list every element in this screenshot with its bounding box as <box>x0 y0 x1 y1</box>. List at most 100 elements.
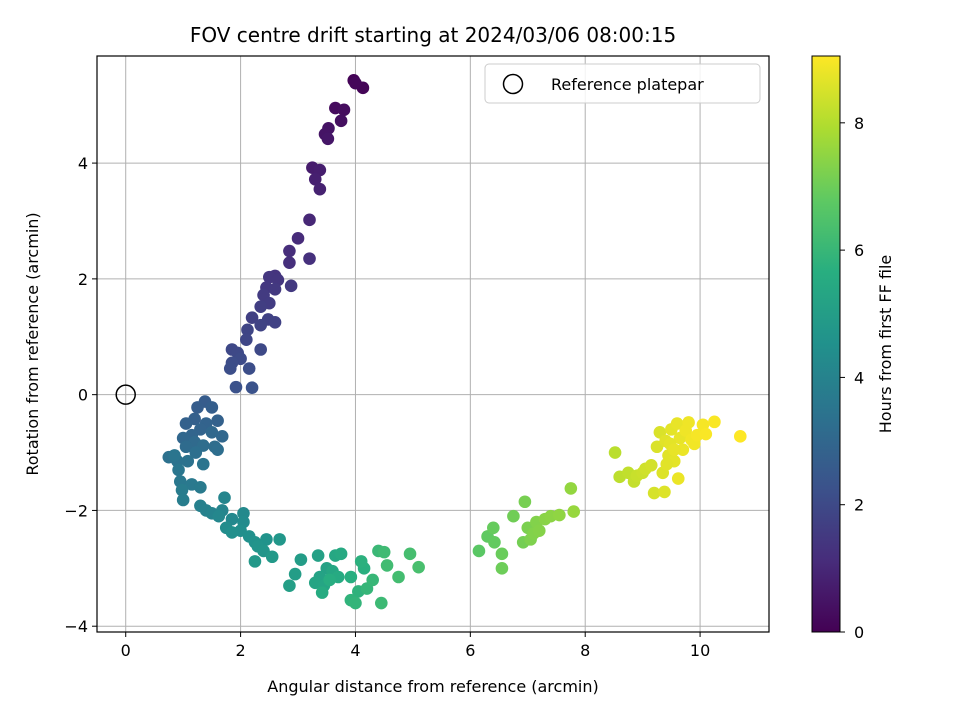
data-point <box>660 457 674 471</box>
data-point <box>294 553 308 566</box>
data-point <box>733 430 747 443</box>
data-point <box>682 416 695 429</box>
data-point <box>349 76 362 90</box>
data-point <box>354 555 368 568</box>
y-tick-label: 2 <box>78 270 88 289</box>
data-point <box>211 414 224 428</box>
data-point <box>215 430 229 443</box>
data-point <box>670 417 684 430</box>
data-point <box>181 454 195 468</box>
colorbar-tick-label: 6 <box>854 241 864 260</box>
data-point <box>240 333 253 346</box>
data-point <box>392 570 405 584</box>
colorbar-ticks: 0 2 4 6 8 <box>840 114 864 642</box>
data-point <box>265 550 279 564</box>
data-point <box>699 427 713 441</box>
data-point <box>658 485 671 499</box>
x-tick-label: 2 <box>235 641 245 660</box>
data-point <box>377 545 391 559</box>
data-point <box>671 472 685 485</box>
chart-title: FOV centre drift starting at 2024/03/06 … <box>190 23 676 47</box>
data-point <box>237 507 250 520</box>
data-point <box>175 483 189 497</box>
colorbar-tick-label: 8 <box>854 114 864 133</box>
data-point <box>254 300 267 313</box>
data-point <box>315 586 329 599</box>
colorbar-tick-label: 0 <box>854 623 864 642</box>
data-point <box>218 491 231 504</box>
data-point <box>242 362 256 375</box>
data-point <box>567 505 581 518</box>
x-tick-label: 0 <box>121 641 131 660</box>
data-point <box>205 425 219 439</box>
x-axis-ticks: 0 2 4 6 8 10 <box>121 632 710 660</box>
data-point <box>288 567 302 581</box>
data-point <box>380 559 394 572</box>
data-point <box>708 415 721 429</box>
data-point <box>366 573 379 587</box>
data-point <box>412 560 425 574</box>
data-point <box>667 443 681 456</box>
colorbar-tick-label: 2 <box>854 496 864 515</box>
data-point <box>283 244 296 258</box>
data-point <box>647 486 661 500</box>
data-point <box>334 547 348 561</box>
y-axis-label: Rotation from reference (arcmin) <box>23 212 42 475</box>
data-point <box>472 544 486 558</box>
data-point <box>172 463 185 477</box>
data-point <box>291 232 305 245</box>
data-points <box>162 74 747 610</box>
x-tick-label: 6 <box>465 641 475 660</box>
data-point <box>194 480 207 494</box>
y-tick-label: 0 <box>78 386 88 405</box>
x-tick-label: 4 <box>350 641 360 660</box>
data-point <box>176 493 190 507</box>
data-point <box>321 132 335 146</box>
data-point <box>205 401 219 414</box>
data-point <box>241 323 254 337</box>
legend-box <box>484 63 761 104</box>
data-point <box>260 533 273 546</box>
data-point <box>323 573 336 587</box>
x-axis-label: Angular distance from reference (arcmin) <box>267 677 598 696</box>
data-point <box>488 535 501 549</box>
data-point <box>245 381 259 395</box>
data-point <box>349 596 362 610</box>
data-point <box>644 458 658 472</box>
data-point <box>337 103 351 117</box>
colorbar-label: Hours from first FF file <box>876 255 895 434</box>
data-point <box>507 509 520 523</box>
data-point <box>303 213 316 227</box>
data-point <box>196 457 210 471</box>
reference-marker <box>115 384 136 405</box>
data-point <box>518 495 532 509</box>
legend: Reference platepar <box>484 63 761 104</box>
colorbar-tick-label: 4 <box>854 368 864 387</box>
data-point <box>308 173 322 186</box>
data-point <box>303 252 316 265</box>
plot-frame <box>96 55 770 633</box>
data-point <box>229 380 243 394</box>
data-point <box>403 547 417 561</box>
colorbar-gradient <box>811 55 841 633</box>
data-point <box>168 449 181 462</box>
data-point <box>553 508 566 522</box>
data-point <box>564 482 578 495</box>
data-point <box>248 555 262 568</box>
data-point <box>495 547 509 561</box>
data-point <box>223 362 237 375</box>
data-point <box>283 579 296 592</box>
data-point <box>268 282 282 296</box>
data-point <box>273 533 286 546</box>
y-tick-label: −2 <box>64 501 88 520</box>
data-point <box>189 446 203 459</box>
data-point <box>211 443 224 456</box>
y-tick-label: −4 <box>64 617 88 636</box>
x-tick-label: 10 <box>690 641 710 660</box>
data-point <box>254 343 267 356</box>
legend-label-reference: Reference platepar <box>551 75 704 94</box>
legend-marker-reference <box>502 73 524 95</box>
data-point <box>268 315 282 329</box>
data-point <box>334 114 348 128</box>
data-point <box>313 182 327 196</box>
